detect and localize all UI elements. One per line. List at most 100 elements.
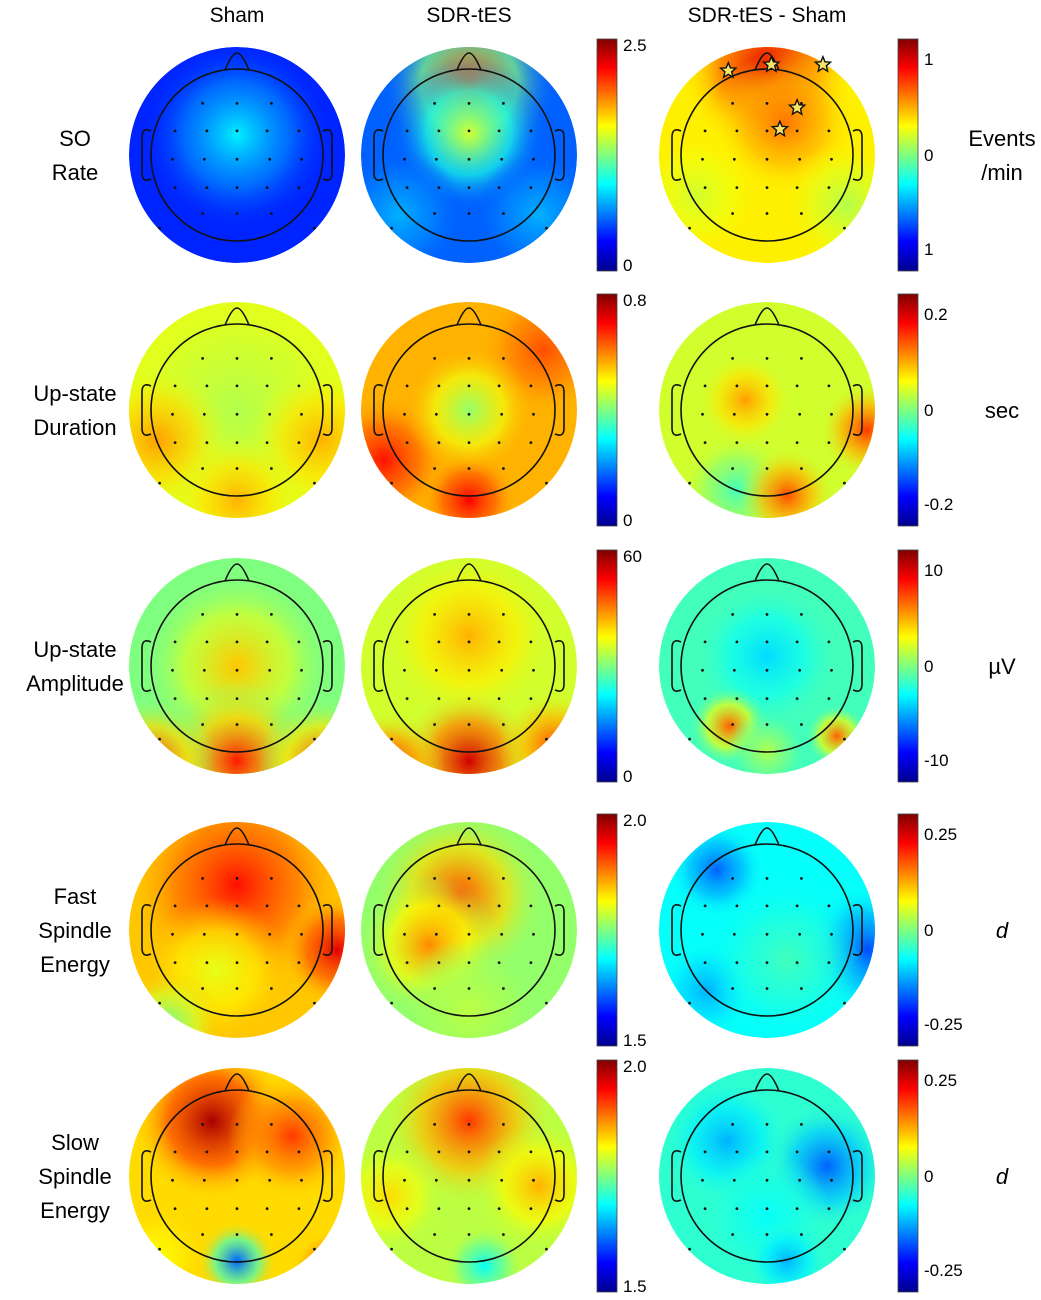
electrode-dot (703, 640, 707, 644)
electrode-dot (497, 640, 501, 644)
topo-map-difference (659, 558, 875, 774)
electrode-dot (434, 157, 438, 161)
ear-icon (554, 384, 565, 436)
electrodes (688, 102, 846, 230)
electrode-dot (688, 737, 691, 741)
electrode-dot (434, 412, 438, 416)
electrode-dot (688, 226, 691, 230)
electrode-dot (173, 384, 177, 388)
electrode-dot (265, 1150, 269, 1154)
electrode-dot (171, 932, 174, 936)
colorbar-max-label: 60 (623, 547, 642, 566)
nose-icon (224, 1073, 250, 1092)
colorbar-tick-label: 0.25 (924, 825, 957, 844)
electrode-dot (297, 384, 301, 388)
topo-map-difference (659, 822, 875, 1038)
figure-row-2: Up-state Amplitude 60 0 10 0 -10 µV (26, 547, 1016, 786)
electrode-dot (467, 441, 471, 445)
electrode-dot (205, 384, 209, 388)
electrode-dot (735, 697, 739, 701)
electrode-dot (467, 723, 471, 726)
colorbar-group: 2.0 1.5 (596, 1057, 647, 1296)
row-label-line: Spindle (38, 1164, 111, 1189)
electrode-dot (235, 1150, 239, 1154)
electrode-dot (297, 904, 301, 908)
electrode-dot (205, 129, 209, 133)
electrode-dot (735, 904, 739, 908)
electrode-dot (235, 961, 239, 965)
electrode-dot (830, 932, 833, 936)
electrode-dot (297, 441, 301, 445)
electrode-dot (529, 1150, 533, 1154)
electrode-dot (205, 904, 209, 908)
ear-icon (141, 904, 152, 956)
ear-icon (373, 1150, 384, 1202)
electrode-dot (500, 668, 504, 672)
electrode-dot (433, 613, 436, 616)
electrode-dot (265, 640, 269, 644)
topo-blob (421, 452, 517, 518)
electrode-dot (171, 157, 174, 161)
electrode-dot (297, 129, 301, 133)
electrode-dot (270, 1233, 273, 1236)
electrode-dot (265, 129, 269, 133)
colorbar-min-label: 0 (623, 256, 632, 275)
electrode-dot (502, 467, 505, 470)
electrode-dot (467, 1207, 471, 1211)
electrode-dot (795, 1207, 799, 1211)
electrode-dot (467, 212, 471, 215)
electrode-dot (795, 384, 799, 388)
electrode-dot (235, 1207, 239, 1211)
electrode-dot (731, 877, 734, 880)
electrode-dot (765, 932, 769, 936)
electrode-dot (732, 932, 736, 936)
colorbar-tick-label: 0.2 (924, 305, 948, 324)
electrode-dot (798, 412, 802, 416)
electrode-dot (300, 1178, 303, 1182)
electrode-dot (158, 737, 162, 741)
electrode-dot (830, 1178, 833, 1182)
colorbar-min-label: 0 (623, 767, 632, 786)
electrode-dot (800, 467, 803, 470)
electrode-dot (765, 1123, 769, 1126)
electrode-dot (437, 384, 441, 388)
electrode-dot (545, 481, 548, 485)
electrode-dot (703, 904, 707, 908)
electrode-dot (765, 987, 769, 990)
row-label-line: Fast (54, 884, 97, 909)
topo-blob (173, 436, 301, 518)
colorbar-difference: 0.25 0 -0.25 (897, 813, 963, 1047)
electrode-dot (731, 1123, 734, 1126)
electrode-dot (205, 186, 209, 190)
electrode-dot (735, 961, 739, 965)
topo-blob (819, 382, 875, 478)
topo-blob (361, 151, 463, 263)
electrodes (158, 877, 316, 1005)
electrode-dot (205, 441, 209, 445)
electrode-dot (235, 613, 239, 616)
electrode-dot (827, 384, 831, 388)
ear-icon (671, 1150, 682, 1202)
ear-icon (141, 384, 152, 436)
colorbar (596, 813, 618, 1047)
colorbar-tick-label: 1 (924, 50, 933, 69)
topo-blob (397, 938, 541, 1038)
electrode-dot (800, 212, 803, 215)
electrode-dot (497, 129, 501, 133)
electrode-dot (795, 904, 799, 908)
electrode-dot (405, 640, 409, 644)
electrode-dot (502, 1233, 505, 1236)
ear-icon (671, 384, 682, 436)
electrode-dot (265, 697, 269, 701)
electrode-dot (800, 1233, 803, 1236)
topo-blob (129, 969, 223, 1038)
unit-label: d (996, 918, 1009, 943)
colorbar-tick-label: -0.2 (924, 495, 953, 514)
row-label-line: Up-state (33, 637, 116, 662)
electrode-dot (688, 481, 691, 485)
electrode-dot (765, 613, 769, 616)
electrodes (158, 1123, 316, 1251)
unit-label: sec (985, 398, 1019, 423)
head-outline (141, 1073, 333, 1263)
